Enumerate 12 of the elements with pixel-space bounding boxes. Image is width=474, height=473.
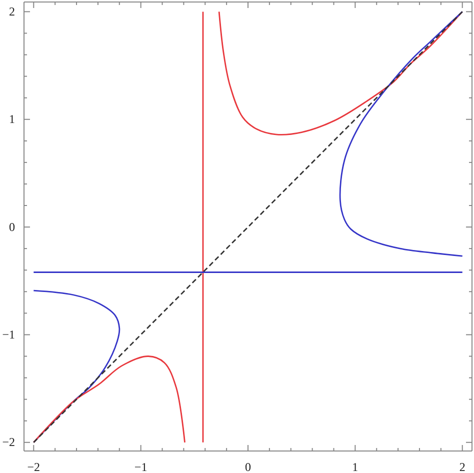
x-tick-label: 0 — [245, 460, 251, 473]
line-series — [32, 356, 186, 444]
line-series — [339, 10, 464, 257]
y-tick-label: 1 — [9, 112, 15, 126]
y-tick-label: −2 — [2, 435, 15, 450]
x-tick-label: 2 — [459, 460, 466, 473]
y-tick-label: 0 — [9, 220, 15, 234]
x-tick-label: −1 — [134, 460, 148, 473]
y-tick-label: 2 — [9, 4, 15, 19]
x-tick-label: −2 — [27, 460, 40, 473]
y-tick-label: −1 — [2, 328, 15, 342]
x-tick-label: 1 — [352, 460, 358, 473]
